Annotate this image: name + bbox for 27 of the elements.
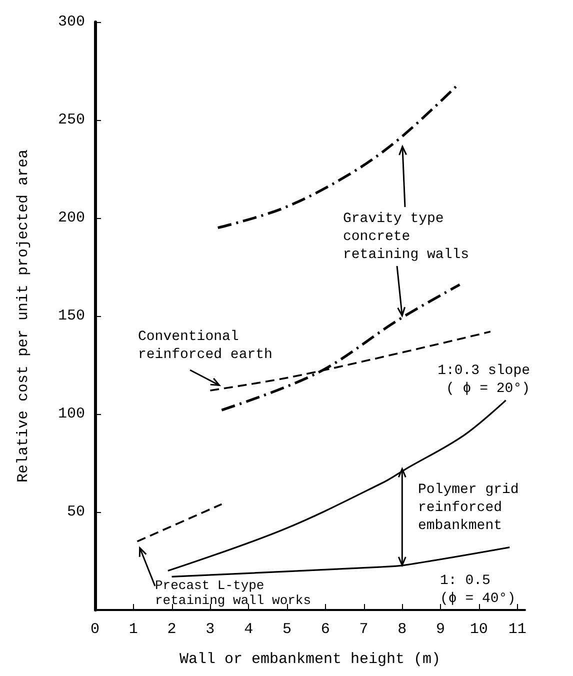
x-tick-label: 9 [436, 621, 446, 638]
x-tick-label: 2 [167, 621, 176, 638]
x-tick-label: 4 [244, 621, 254, 638]
x-tick-label: 3 [206, 621, 215, 638]
annotation: Conventional reinforced earth [138, 328, 274, 364]
y-axis-title: Relative cost per unit projected area [15, 149, 32, 483]
x-tick-label: 11 [508, 621, 526, 638]
x-tick-label: 7 [359, 621, 368, 638]
x-tick-label: 10 [470, 621, 488, 638]
y-tick-label: 250 [58, 112, 85, 128]
annotation: Polymer grid reinforced embankment [418, 481, 520, 535]
x-tick-label: 1 [128, 621, 138, 638]
x-tick-label: 8 [398, 621, 407, 638]
annotation: 1:0.3 slope ( ϕ = 20°) [436, 362, 530, 398]
line-series [216, 85, 458, 230]
annotation: Precast L-type retaining wall works [155, 578, 312, 608]
annotation: 1: 0.5 (ϕ = 40°) [440, 572, 517, 608]
annotation: Gravity type concrete retaining walls [343, 210, 470, 264]
y-tick-label: 150 [58, 308, 85, 324]
y-tick-label: 100 [58, 406, 85, 422]
x-tick-label: 0 [90, 621, 100, 638]
y-tick-label: 200 [58, 210, 85, 226]
x-tick-label: 5 [282, 621, 292, 638]
x-tick-label: 6 [320, 621, 330, 638]
x-axis-title: Wall or embankment height (m) [179, 651, 441, 668]
y-tick-label: 50 [66, 504, 85, 520]
y-tick-label: 300 [58, 14, 85, 30]
